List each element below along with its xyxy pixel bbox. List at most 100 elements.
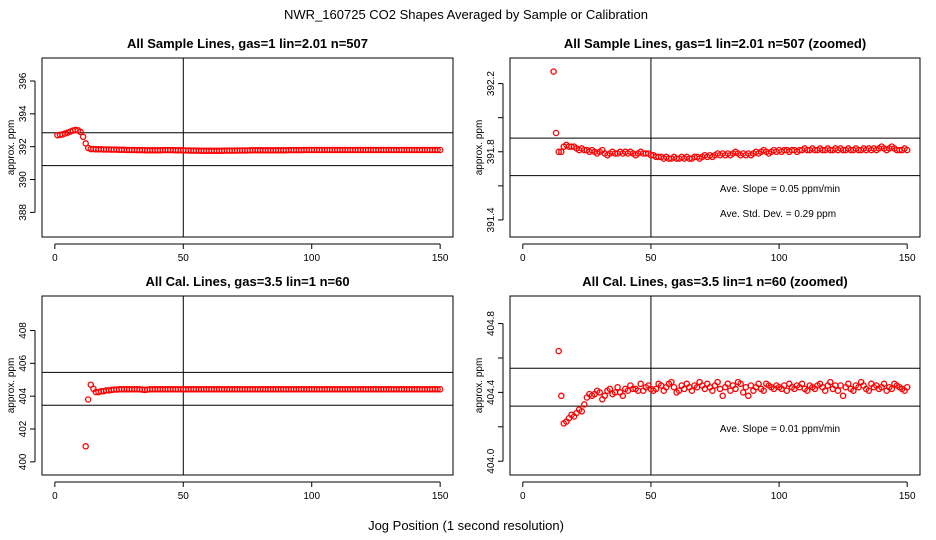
x-tick-label: 150 [899,253,916,264]
y-tick-label: 404.0 [486,448,497,473]
x-tick-label: 100 [771,491,788,502]
y-axis-label: approx. ppm [6,358,17,414]
data-point [668,378,675,386]
y-tick-label: 406 [18,355,29,372]
data-point [865,387,873,394]
data-point [82,443,89,450]
data-point [552,129,560,137]
data-point [550,68,557,75]
data-points [555,347,911,427]
y-tick-label: 392.2 [486,71,497,96]
data-point [619,392,627,400]
data-point [436,146,444,154]
x-tick-label: 150 [899,491,916,502]
x-tick-label: 100 [771,253,788,264]
data-point [719,392,726,400]
data-point [716,385,724,393]
x-tick-label: 0 [520,491,526,502]
data-point [709,387,716,394]
data-point [745,392,752,400]
y-tick-label: 392 [18,138,29,155]
data-point [839,392,847,400]
data-point [670,383,678,391]
y-tick-label: 404 [18,387,29,404]
panel-title: All Cal. Lines, gas=3.5 lin=1 n=60 (zoom… [582,274,848,289]
y-tick-label: 394 [18,105,29,122]
panel-title: All Sample Lines, gas=1 lin=2.01 n=507 [127,36,368,51]
y-tick-label: 408 [18,322,29,339]
x-tick-label: 100 [303,253,320,264]
data-point [821,387,829,394]
chart-panels: All Sample Lines, gas=1 lin=2.01 n=507 ap… [6,36,921,502]
panel-title: All Cal. Lines, gas=3.5 lin=1 n=60 [145,274,349,289]
data-point [732,385,739,393]
y-tick-label: 391.4 [486,207,497,232]
data-point [783,387,791,394]
data-point [77,128,84,136]
data-point [558,392,565,400]
data-point [804,387,811,394]
data-point [880,380,888,388]
data-point [652,385,660,393]
data-point [888,385,896,393]
data-points [54,126,444,155]
x-tick-label: 0 [52,491,58,502]
x-tick-label: 0 [520,253,526,264]
chart-panel-4: All Cal. Lines, gas=3.5 lin=1 n=60 (zoom… [474,274,921,502]
data-point [739,389,747,396]
annotation: Ave. Slope = 0.01 ppm/min [720,424,840,435]
data-point [747,382,755,389]
data-point [688,387,696,394]
data-point [845,380,852,388]
data-point [837,382,844,389]
data-point [760,387,767,394]
y-tick-label: 388 [18,204,29,221]
plot-frame [41,57,454,238]
panel-title: All Sample Lines, gas=1 lin=2.01 n=507 (… [564,36,866,51]
y-tick-label: 400 [18,453,29,470]
data-point [555,347,562,355]
y-tick-label: 390 [18,171,29,188]
chart-panel-3: All Cal. Lines, gas=3.5 lin=1 n=60 approx… [6,274,454,502]
data-point [827,378,834,386]
plot-frame [509,57,921,238]
y-tick-label: 404.4 [486,379,497,404]
annotation: Ave. Std. Dev. = 0.29 ppm [720,209,836,220]
y-axis-label: approx. ppm [474,120,485,176]
y-tick-label: 391.8 [486,139,497,164]
y-tick-label: 404.8 [486,311,497,336]
y-tick-label: 402 [18,420,29,437]
data-point [555,148,562,156]
data-point [434,386,441,393]
x-tick-label: 50 [178,491,190,502]
data-point [596,389,603,396]
data-points [82,381,444,450]
data-point [614,383,621,391]
data-point [727,387,734,394]
data-point [79,133,87,141]
x-tick-label: 150 [432,253,449,264]
data-point [834,387,842,394]
x-tick-label: 0 [52,253,58,264]
data-points [550,68,911,162]
data-point [581,401,588,408]
data-point [850,387,857,394]
data-point [601,392,609,400]
y-axis-label: approx. ppm [6,120,17,176]
figure-title: NWR_160725 CO2 Shapes Averaged by Sample… [284,7,648,22]
data-point [903,383,911,391]
data-point [737,380,744,388]
data-point [606,385,614,393]
plot-frame [509,295,921,476]
data-point [798,380,806,388]
x-tick-label: 50 [178,253,190,264]
x-tick-label: 50 [645,253,657,264]
data-point [742,383,750,391]
x-tick-label: 100 [303,491,320,502]
data-point [434,146,441,154]
data-point [903,146,911,154]
y-axis-label: approx. ppm [474,358,485,414]
y-tick-label: 396 [18,72,29,89]
data-point [578,408,586,415]
